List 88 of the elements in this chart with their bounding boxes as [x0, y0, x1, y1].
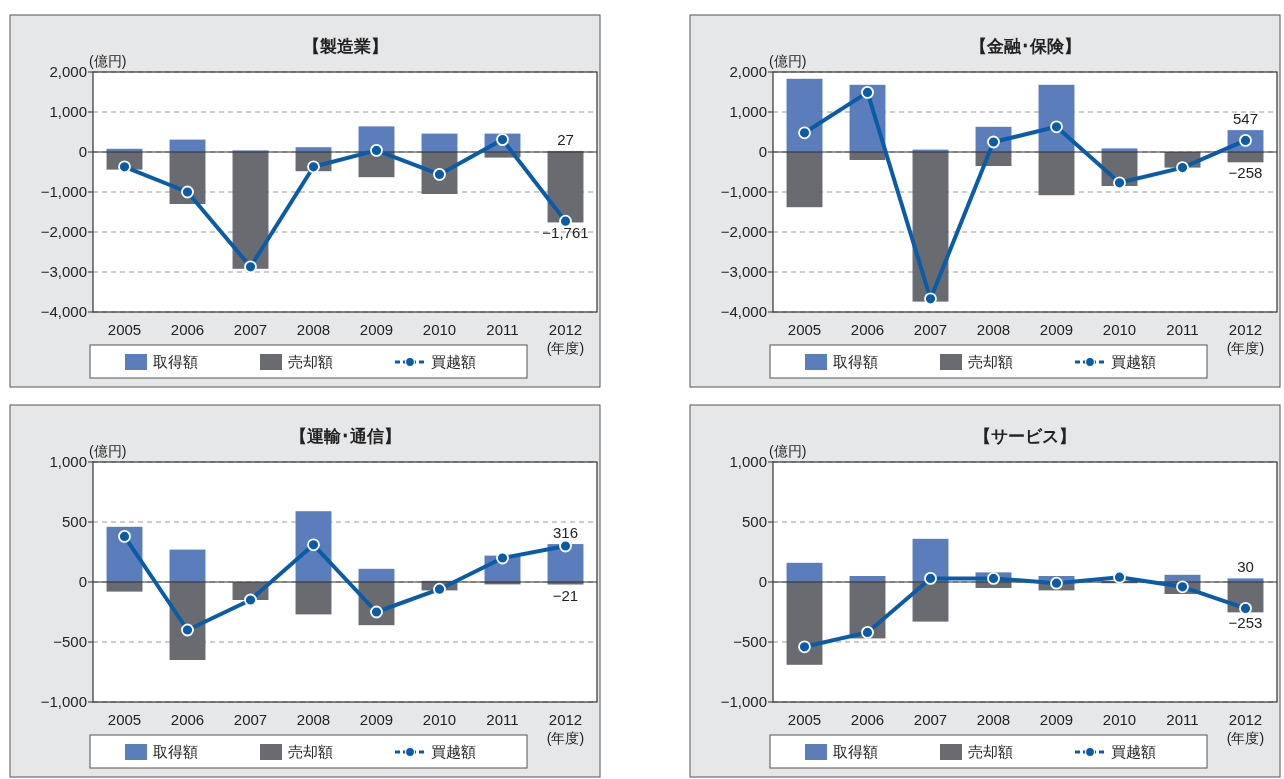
legend-label: 取得額	[833, 353, 878, 370]
x-tick-label: 2005	[107, 321, 142, 338]
legend-label: 買越額	[431, 743, 476, 760]
y-tick-label: 1,000	[49, 103, 87, 120]
x-tick-label: 2007	[233, 711, 268, 728]
y-tick-label: −3,000	[40, 263, 87, 280]
legend-label: 取得額	[833, 743, 878, 760]
y-tick-label: 2,000	[729, 63, 767, 80]
x-tick-label: 2007	[233, 321, 268, 338]
x-tick-label: 2010	[422, 711, 457, 728]
legend-label: 売却額	[968, 743, 1013, 760]
x-tick-label: 2011	[1166, 321, 1199, 338]
x-tick-label: 2005	[107, 711, 142, 728]
y-tick-label: 2,000	[49, 63, 87, 80]
legend-label: 売却額	[968, 353, 1013, 370]
y-tick-label: 0	[78, 573, 87, 590]
x-tick-label: 2006	[170, 711, 205, 728]
x-tick-label: 2005	[787, 711, 822, 728]
y-tick-label: 0	[758, 573, 767, 590]
data-label: 316	[552, 524, 579, 542]
x-tick-label: 2008	[976, 711, 1011, 728]
y-tick-label: −1,000	[40, 183, 87, 200]
x-tick-label: 2006	[850, 321, 885, 338]
legend-label: 買越額	[1111, 353, 1156, 370]
y-tick-label: 1,000	[49, 453, 87, 470]
x-axis-title: (年度)	[546, 730, 585, 746]
legend-label: 取得額	[153, 353, 198, 370]
x-tick-label: 2012	[1228, 711, 1263, 728]
y-tick-label: 500	[741, 513, 767, 530]
y-tick-label: −500	[733, 633, 767, 650]
chart-title: 【製造業】	[302, 37, 388, 56]
data-label: 547	[1232, 110, 1259, 128]
x-tick-label: 2008	[976, 321, 1011, 338]
legend-label: 取得額	[153, 743, 198, 760]
legend-label: 売却額	[288, 743, 333, 760]
x-tick-label: 2005	[787, 321, 822, 338]
y-tick-label: −500	[53, 633, 87, 650]
data-label: −253	[1228, 614, 1263, 632]
x-axis-title: (年度)	[1226, 730, 1265, 746]
y-axis-title: (億円)	[89, 443, 127, 459]
legend-label: 買越額	[1111, 743, 1156, 760]
x-axis-title: (年度)	[546, 340, 585, 356]
chart-title: 【サービス】	[974, 427, 1076, 446]
x-tick-label: 2006	[850, 711, 885, 728]
y-tick-label: −3,000	[720, 263, 767, 280]
x-tick-label: 2009	[1039, 321, 1074, 338]
data-label: −258	[1228, 164, 1263, 182]
x-tick-label: 2008	[296, 711, 331, 728]
y-tick-label: −1,000	[720, 693, 767, 710]
y-tick-label: −1,000	[720, 183, 767, 200]
x-tick-label: 2007	[913, 321, 948, 338]
x-tick-label: 2012	[548, 321, 583, 338]
x-tick-label: 2006	[170, 321, 205, 338]
data-label: −21	[552, 586, 579, 604]
y-axis-title: (億円)	[769, 443, 807, 459]
legend-label: 買越額	[431, 353, 476, 370]
x-tick-label: 2011	[486, 321, 519, 338]
y-axis-title: (億円)	[89, 53, 127, 69]
x-tick-label: 2008	[296, 321, 331, 338]
x-tick-label: 2012	[548, 711, 583, 728]
y-tick-label: 0	[758, 143, 767, 160]
x-tick-label: 2009	[359, 321, 394, 338]
x-tick-label: 2012	[1228, 321, 1263, 338]
y-tick-label: −1,000	[40, 693, 87, 710]
chart-title: 【金融･保険】	[969, 37, 1081, 56]
y-tick-label: 500	[61, 513, 87, 530]
x-tick-label: 2010	[422, 321, 457, 338]
x-tick-label: 2010	[1102, 321, 1137, 338]
y-tick-label: −4,000	[720, 303, 767, 320]
x-tick-label: 2007	[913, 711, 948, 728]
y-tick-label: −4,000	[40, 303, 87, 320]
data-label: 27	[557, 130, 574, 148]
data-label: −1,761	[542, 224, 589, 242]
legend-label: 売却額	[288, 353, 333, 370]
data-label: 30	[1237, 558, 1254, 576]
x-axis-title: (年度)	[1226, 340, 1265, 356]
chart-title: 【運輸･通信】	[289, 427, 401, 446]
y-tick-label: 0	[78, 143, 87, 160]
y-tick-label: 1,000	[729, 103, 767, 120]
x-tick-label: 2009	[1039, 711, 1074, 728]
x-tick-label: 2009	[359, 711, 394, 728]
x-tick-label: 2010	[1102, 711, 1137, 728]
x-tick-label: 2011	[486, 711, 519, 728]
y-tick-label: −2,000	[720, 223, 767, 240]
y-tick-label: −2,000	[40, 223, 87, 240]
y-tick-label: 1,000	[729, 453, 767, 470]
x-tick-label: 2011	[1166, 711, 1199, 728]
y-axis-title: (億円)	[769, 53, 807, 69]
